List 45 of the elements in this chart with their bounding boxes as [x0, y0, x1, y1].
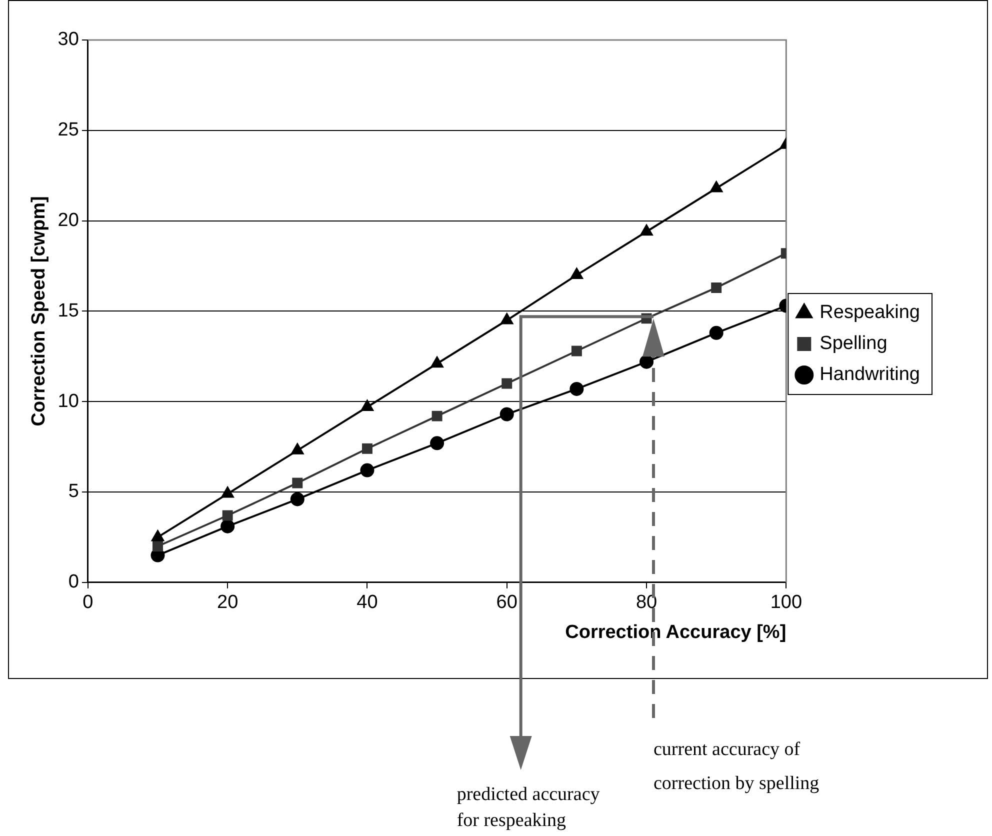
- x-tick-label: 40: [356, 592, 378, 614]
- y-tick-label: 5: [68, 481, 79, 502]
- point: [361, 400, 374, 412]
- legend-label: Spelling: [820, 333, 888, 354]
- point: [430, 436, 444, 450]
- point: [360, 463, 374, 478]
- point: [640, 354, 654, 369]
- point: [432, 410, 442, 422]
- point: [152, 530, 164, 542]
- y-tick-label: 10: [58, 390, 79, 412]
- point: [502, 378, 512, 389]
- point: [430, 356, 444, 368]
- y-tick-label: 25: [58, 120, 79, 141]
- point: [152, 540, 163, 552]
- point: [221, 486, 234, 498]
- point: [500, 313, 514, 324]
- point: [292, 478, 303, 488]
- point: [291, 443, 304, 454]
- point: [290, 492, 304, 506]
- x-tick-label: 100: [770, 592, 802, 614]
- x-tick-label: 0: [82, 592, 94, 614]
- y-tick-label: 30: [58, 29, 79, 50]
- point: [362, 443, 372, 454]
- point: [570, 268, 583, 280]
- point: [710, 181, 723, 192]
- point: [640, 224, 653, 236]
- text: predicted accuracy for respeaking: [456, 783, 601, 833]
- y-tick-label: 15: [58, 300, 79, 322]
- point: [222, 510, 233, 521]
- x-tick-label: 20: [217, 592, 238, 614]
- point: [571, 346, 582, 356]
- point: [711, 282, 722, 293]
- x-tick-label: 80: [636, 592, 658, 614]
- legend-label: Handwriting: [820, 364, 920, 386]
- x-axis-title: Correction Accuracy [%]: [565, 622, 786, 643]
- point: [500, 407, 514, 422]
- text: current accuracy of correction by spelling: [653, 738, 820, 796]
- point: [570, 382, 584, 396]
- point: [709, 326, 724, 340]
- legend-label: Respeaking: [820, 302, 920, 324]
- point: [220, 519, 235, 534]
- y-tick-label: 20: [58, 210, 79, 232]
- y-axis-title: Correction Speed [cwpm]: [28, 196, 50, 426]
- x-tick-label: 60: [496, 592, 518, 614]
- y-tick-label: 0: [68, 572, 79, 593]
